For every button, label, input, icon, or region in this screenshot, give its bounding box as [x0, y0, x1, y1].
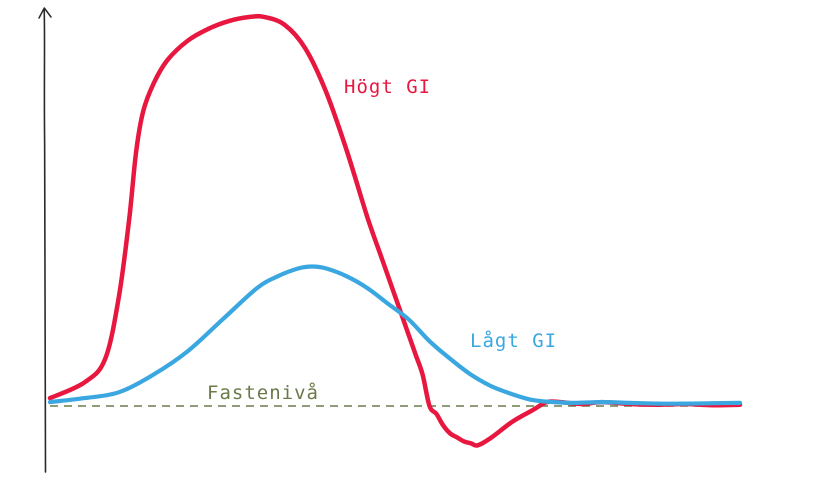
series-layer: Högt GI Lågt GI: [47, 13, 743, 448]
series-label-high-gi: Högt GI: [344, 76, 431, 98]
series-line-low-gi: [47, 264, 743, 406]
baseline-label: Fastenivå: [207, 381, 319, 404]
series-label-low-gi: Lågt GI: [470, 329, 557, 352]
y-axis-arrowhead: [38, 7, 52, 19]
y-axis: [43, 9, 47, 473]
